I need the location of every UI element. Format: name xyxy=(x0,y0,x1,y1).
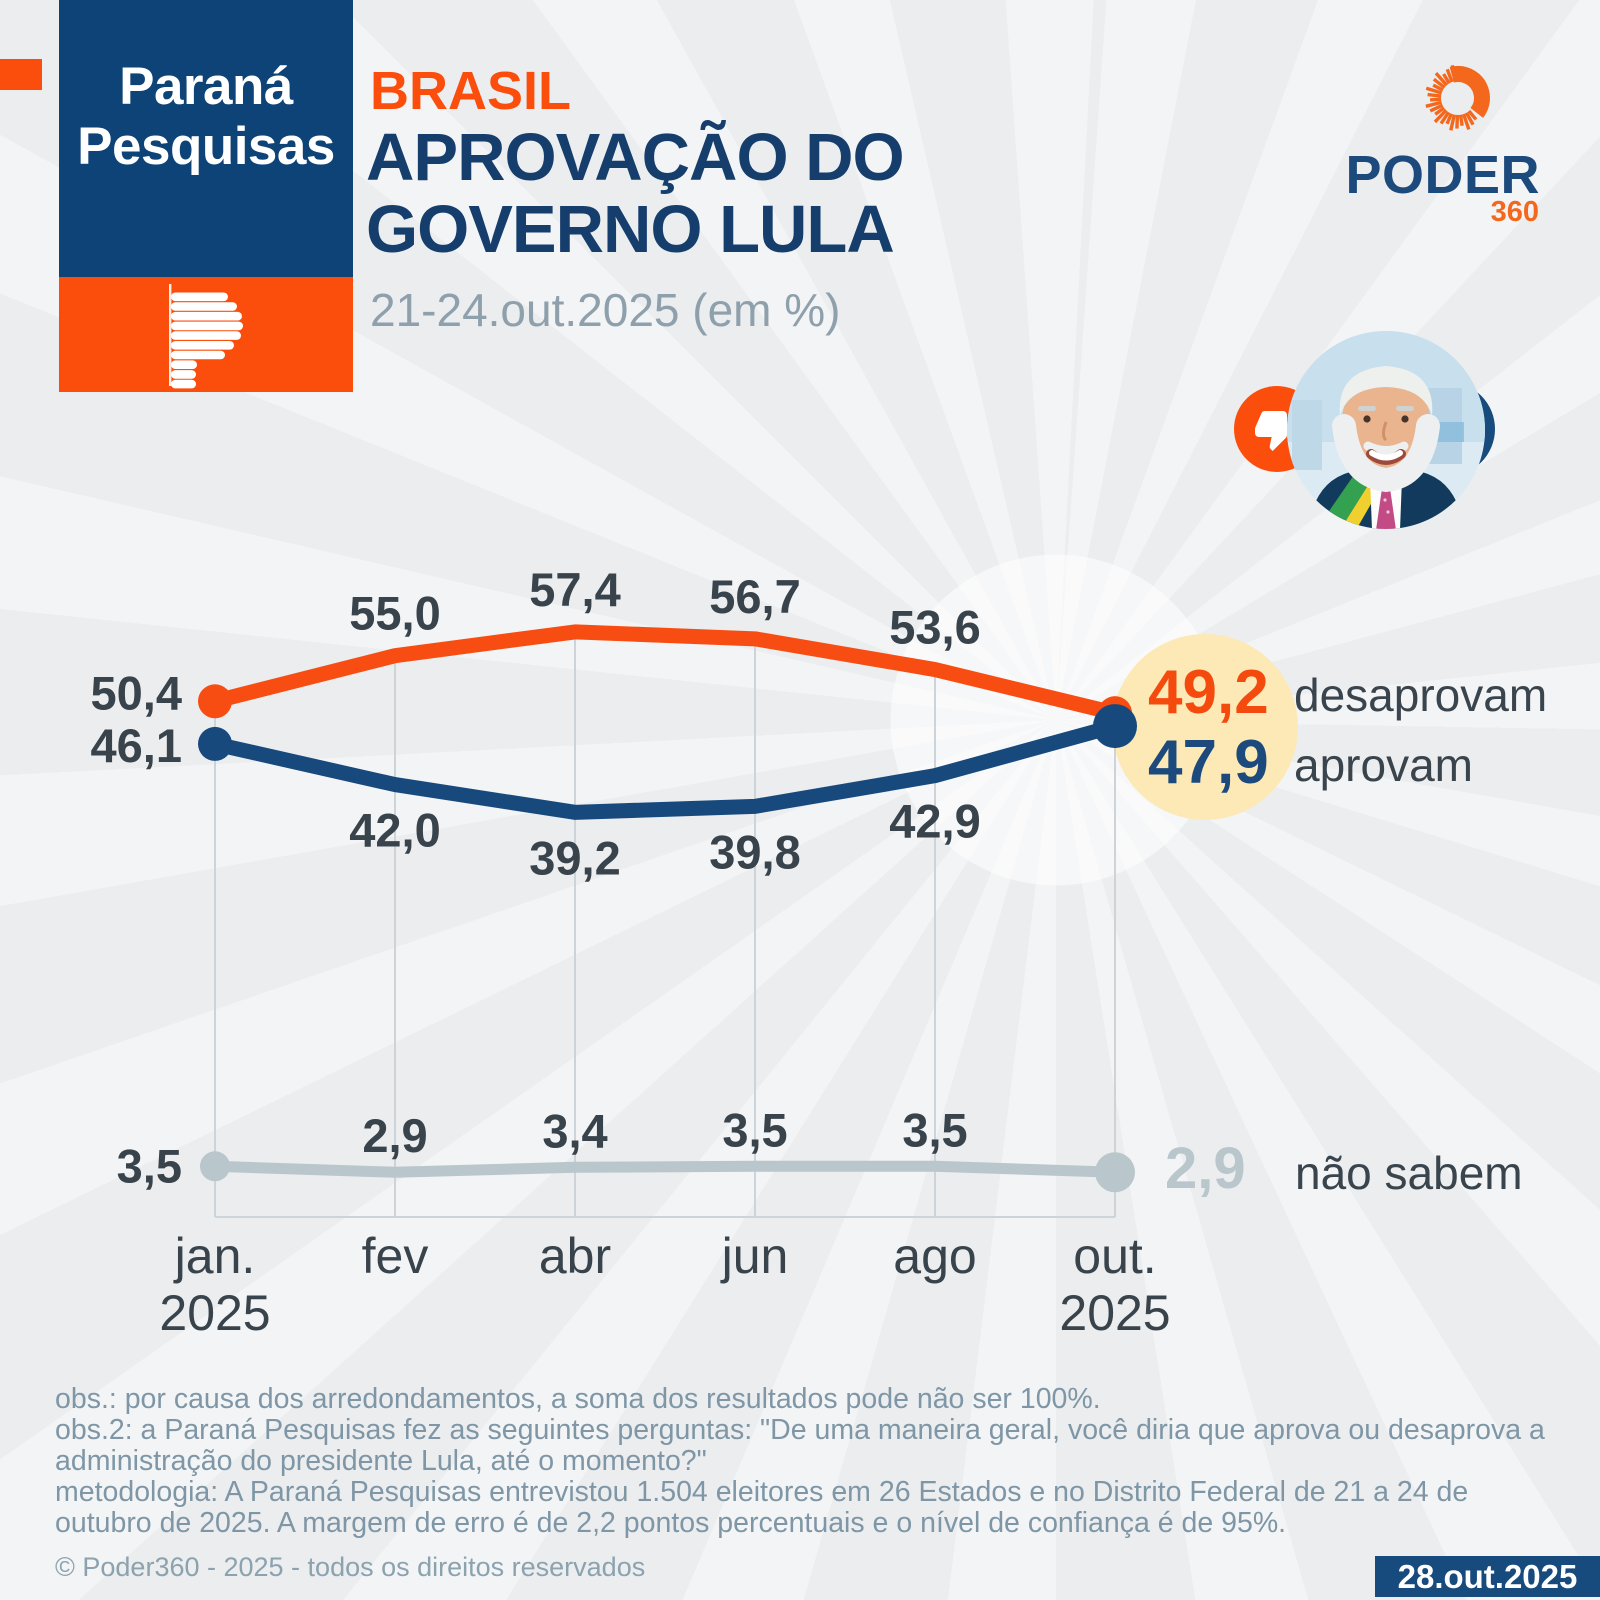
highlight-circle xyxy=(1112,634,1298,820)
parana-pesquisas-name-line1: Paraná xyxy=(119,57,293,116)
x-tick-fev: fev xyxy=(361,1228,429,1284)
page-title-line2: GOVERNO LULA xyxy=(366,192,895,267)
value-label: 3,5 xyxy=(902,1103,967,1156)
parana-pesquisas-logo: Paraná Pesquisas xyxy=(59,0,353,277)
series-start-dot xyxy=(200,1151,230,1182)
note-obs2: obs.2: a Paraná Pesquisas fez as seguint… xyxy=(55,1414,1545,1477)
publication-date-badge: 28.out.2025 xyxy=(1375,1556,1600,1597)
value-label: 53,6 xyxy=(889,601,980,654)
legend-label-desaprovam: desaprovam xyxy=(1294,669,1548,721)
value-label: 3,4 xyxy=(542,1104,607,1157)
legend-value-aprovam: 47,9 xyxy=(1148,728,1269,797)
value-label: 56,7 xyxy=(709,570,800,623)
series-start-dot xyxy=(198,726,232,761)
series-start-dot xyxy=(198,684,232,719)
x-tick-jan: jan. 2025 xyxy=(159,1228,271,1341)
value-label: 46,1 xyxy=(91,719,182,772)
x-tick-out: out. 2025 xyxy=(1059,1228,1171,1341)
value-label: 3,5 xyxy=(722,1103,787,1156)
x-tick-ago: ago xyxy=(893,1228,977,1284)
x-tick-jun: jun xyxy=(721,1228,789,1284)
poder360-wordmark: PODER xyxy=(1345,145,1540,205)
value-label: 57,4 xyxy=(529,563,620,616)
p-flag-icon xyxy=(169,284,243,389)
parana-pesquisas-p-mark xyxy=(59,277,353,392)
value-label: 50,4 xyxy=(91,666,182,719)
parana-pesquisas-name-line2: Pesquisas xyxy=(77,117,335,176)
legend-label-não-sabem: não sabem xyxy=(1295,1147,1523,1199)
note-obs1: obs.: por causa dos arredondamentos, a s… xyxy=(55,1383,1101,1415)
page-title-line1: APROVAÇÃO DO xyxy=(366,120,905,195)
legend-value-desaprovam: 49,2 xyxy=(1148,658,1269,727)
value-label: 42,9 xyxy=(889,795,980,848)
copyright-line: © Poder360 - 2025 - todos os direitos re… xyxy=(55,1552,646,1582)
legend-label-aprovam: aprovam xyxy=(1294,739,1473,791)
legend-value-não-sabem: 2,9 xyxy=(1165,1136,1246,1201)
value-label: 42,0 xyxy=(349,804,440,857)
value-label: 39,2 xyxy=(529,831,620,884)
orange-edge-tab xyxy=(0,59,42,90)
value-label: 3,5 xyxy=(117,1139,182,1192)
value-label: 55,0 xyxy=(349,587,440,640)
value-label: 39,8 xyxy=(709,825,800,878)
series-end-dot xyxy=(1095,1152,1135,1193)
x-tick-abr: abr xyxy=(538,1228,612,1284)
series-end-dot xyxy=(1093,704,1137,749)
series-line-aprovam xyxy=(207,718,1123,820)
poder360-suffix: 360 xyxy=(1490,196,1539,228)
series-line-desaprovam xyxy=(207,624,1123,721)
lula-portrait-photo xyxy=(1287,331,1485,529)
poder360-starburst-icon xyxy=(1425,65,1490,131)
survey-period-subtitle: 21-24.out.2025 (em %) xyxy=(370,284,841,336)
note-metodologia: metodologia: A Paraná Pesquisas entrevis… xyxy=(55,1476,1469,1539)
kicker-brasil: BRASIL xyxy=(370,61,571,121)
series-line-não sabem xyxy=(209,1160,1121,1178)
thumbs-down-icon xyxy=(1255,411,1299,451)
methodology-notes: obs.: por causa dos arredondamentos, a s… xyxy=(55,1384,1547,1539)
value-label: 2,9 xyxy=(362,1109,427,1162)
